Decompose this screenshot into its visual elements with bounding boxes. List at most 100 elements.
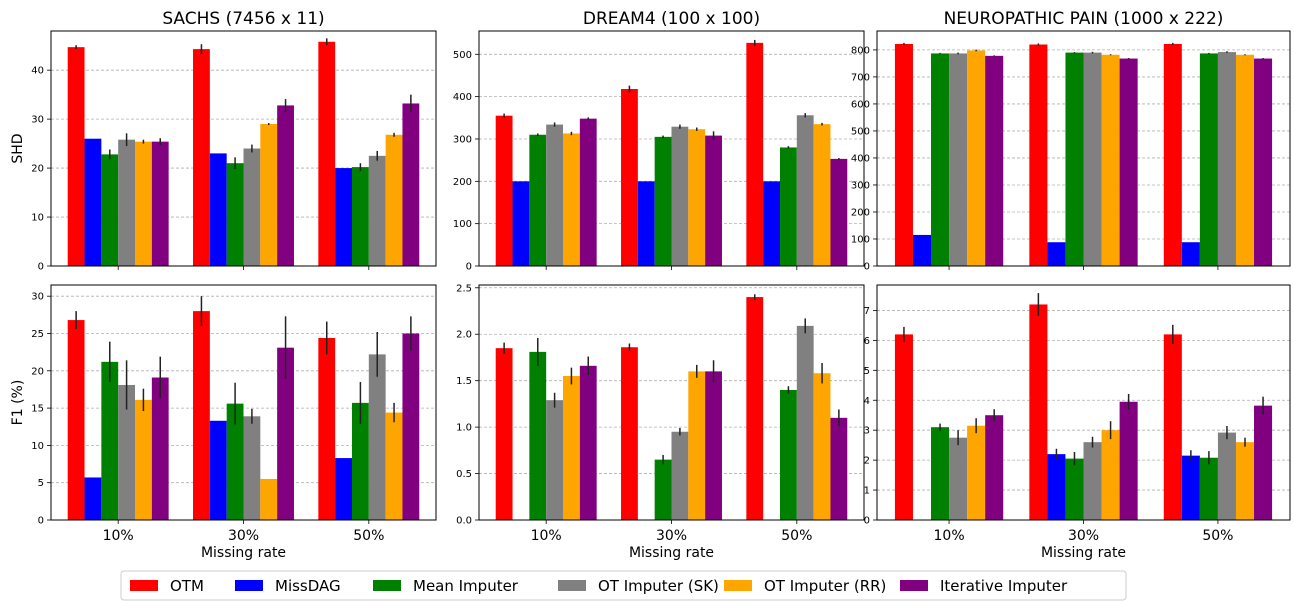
bar-ot-imputer-rr-10 <box>135 141 152 266</box>
bar-missdag-50 <box>1181 242 1200 266</box>
y-tick-label: 0 <box>38 262 44 273</box>
bar-otm-50 <box>746 42 764 267</box>
y-tick-label: 6 <box>864 336 870 347</box>
bar-ot-imputer-sk-50 <box>1217 432 1236 520</box>
x-tick-label: 10% <box>934 528 965 544</box>
y-tick-label: 1 <box>864 486 870 497</box>
y-tick-label: 7 <box>864 306 870 317</box>
x-tick-label: 50% <box>1202 528 1233 544</box>
bar-iterative-imputer-50 <box>830 158 848 266</box>
y-tick-label: 200 <box>453 177 472 188</box>
bar-otm-30 <box>621 347 638 520</box>
bar-ot-imputer-sk-50 <box>368 354 386 520</box>
bar-ot-imputer-sk-30 <box>1083 442 1102 520</box>
bar-ot-imputer-sk-10 <box>546 124 564 267</box>
bar-ot-imputer-sk-10 <box>949 437 968 520</box>
x-axis-label: Missing rate <box>1041 545 1126 561</box>
y-tick-label: 0 <box>38 516 44 527</box>
y-tick-label: 300 <box>851 180 870 191</box>
axes-frame <box>50 30 437 267</box>
bar-mean-imputer-50 <box>1199 53 1218 266</box>
y-tick-label: 10 <box>31 213 44 224</box>
y-tick-label: 2 <box>864 456 870 467</box>
axes-frame <box>478 284 865 521</box>
bar-otm-10 <box>495 115 513 266</box>
bar-otm-50 <box>1163 334 1182 520</box>
bar-missdag-50 <box>763 181 780 266</box>
bar-ot-imputer-sk-10 <box>546 400 564 520</box>
bar-otm-30 <box>1029 304 1048 520</box>
y-tick-label: 3 <box>864 426 870 437</box>
bar-missdag-30 <box>637 181 655 266</box>
bar-ot-imputer-sk-30 <box>671 431 689 520</box>
bar-iterative-imputer-30 <box>705 135 722 266</box>
bar-mean-imputer-30 <box>226 403 244 520</box>
y-tick-label: 1.5 <box>456 376 472 387</box>
x-tick-label: 30% <box>228 528 259 544</box>
bar-mean-imputer-10 <box>101 361 119 520</box>
panel-sachs-f1: 0 5 10 15 20 25 30 10% 30% 50% F1 (%) Missing rate <box>10 284 437 561</box>
y-tick-label: 2.0 <box>456 330 472 341</box>
bar-ot-imputer-sk-50 <box>796 115 814 266</box>
panel-neuro-f1: 0 1 2 3 4 5 6 7 10% 30% 50% Missing rate <box>864 284 1291 561</box>
bar-ot-imputer-sk-50 <box>1217 52 1236 266</box>
bar-otm-30 <box>1029 44 1048 266</box>
y-tick-label: 200 <box>851 207 870 218</box>
bar-mean-imputer-10 <box>529 134 547 266</box>
bar-mean-imputer-30 <box>1065 52 1084 267</box>
legend-swatch-ot-imputer-rr <box>724 580 752 591</box>
bar-mean-imputer-50 <box>779 147 797 266</box>
bar-mean-imputer-10 <box>931 427 950 520</box>
axes-frame <box>50 284 437 521</box>
bar-otm-50 <box>318 41 336 267</box>
legend-label-ot-imputer-rr: OT Imputer (RR) <box>764 577 886 595</box>
bar-ot-imputer-rr-30 <box>1101 430 1120 520</box>
x-axis-label: Missing rate <box>629 545 714 561</box>
bar-mean-imputer-10 <box>529 351 547 520</box>
panel-sachs-shd: 0 10 20 30 40 SACHS (7456 x 11) SHD <box>10 9 437 273</box>
bar-iterative-imputer-10 <box>151 141 169 266</box>
bar-missdag-30 <box>1047 454 1066 520</box>
bar-ot-imputer-sk-30 <box>671 126 689 266</box>
y-tick-label: 30 <box>31 115 44 126</box>
x-tick-label: 50% <box>353 528 384 544</box>
bar-ot-imputer-rr-10 <box>563 133 580 266</box>
y-tick-label: 600 <box>851 99 870 110</box>
bar-iterative-imputer-30 <box>277 347 294 520</box>
bar-ot-imputer-rr-50 <box>385 134 403 266</box>
y-tick-label: 1.0 <box>456 423 472 434</box>
y-tick-label: 20 <box>31 366 44 377</box>
y-tick-label: 40 <box>31 66 44 77</box>
bar-otm-30 <box>193 311 210 520</box>
x-axis-label: Missing rate <box>201 545 286 561</box>
bar-mean-imputer-30 <box>226 163 244 266</box>
bar-otm-10 <box>894 43 913 267</box>
y-tick-label: 300 <box>453 134 472 145</box>
legend-swatch-iterative-imputer <box>900 580 928 591</box>
y-tick-label: 400 <box>453 92 472 103</box>
bar-missdag-30 <box>209 420 227 520</box>
axes-frame <box>876 30 1291 267</box>
bar-ot-imputer-rr-50 <box>813 373 831 520</box>
bar-mean-imputer-50 <box>779 389 797 520</box>
bar-ot-imputer-rr-50 <box>813 124 831 266</box>
x-tick-label: 30% <box>656 528 687 544</box>
bar-otm-10 <box>67 47 85 266</box>
bar-ot-imputer-rr-50 <box>1235 442 1255 520</box>
y-tick-label: 25 <box>31 329 44 340</box>
legend-label-iterative-imputer: Iterative Imputer <box>940 577 1068 595</box>
bar-ot-imputer-rr-10 <box>967 50 986 267</box>
legend: OTM MissDAG Mean Imputer OT Imputer (SK) OT … <box>120 570 1127 601</box>
y-tick-label: 15 <box>31 404 44 415</box>
y-tick-label: 2.5 <box>456 283 472 294</box>
y-tick-label: 10 <box>31 441 44 452</box>
bar-otm-30 <box>621 89 638 267</box>
y-tick-label: 0 <box>864 262 870 273</box>
bar-iterative-imputer-50 <box>402 103 420 266</box>
bar-mean-imputer-50 <box>1199 457 1218 520</box>
bar-iterative-imputer-10 <box>579 118 597 266</box>
bar-ot-imputer-sk-50 <box>796 325 814 520</box>
x-tick-label: 30% <box>1068 528 1099 544</box>
bar-ot-imputer-rr-50 <box>1235 54 1255 267</box>
